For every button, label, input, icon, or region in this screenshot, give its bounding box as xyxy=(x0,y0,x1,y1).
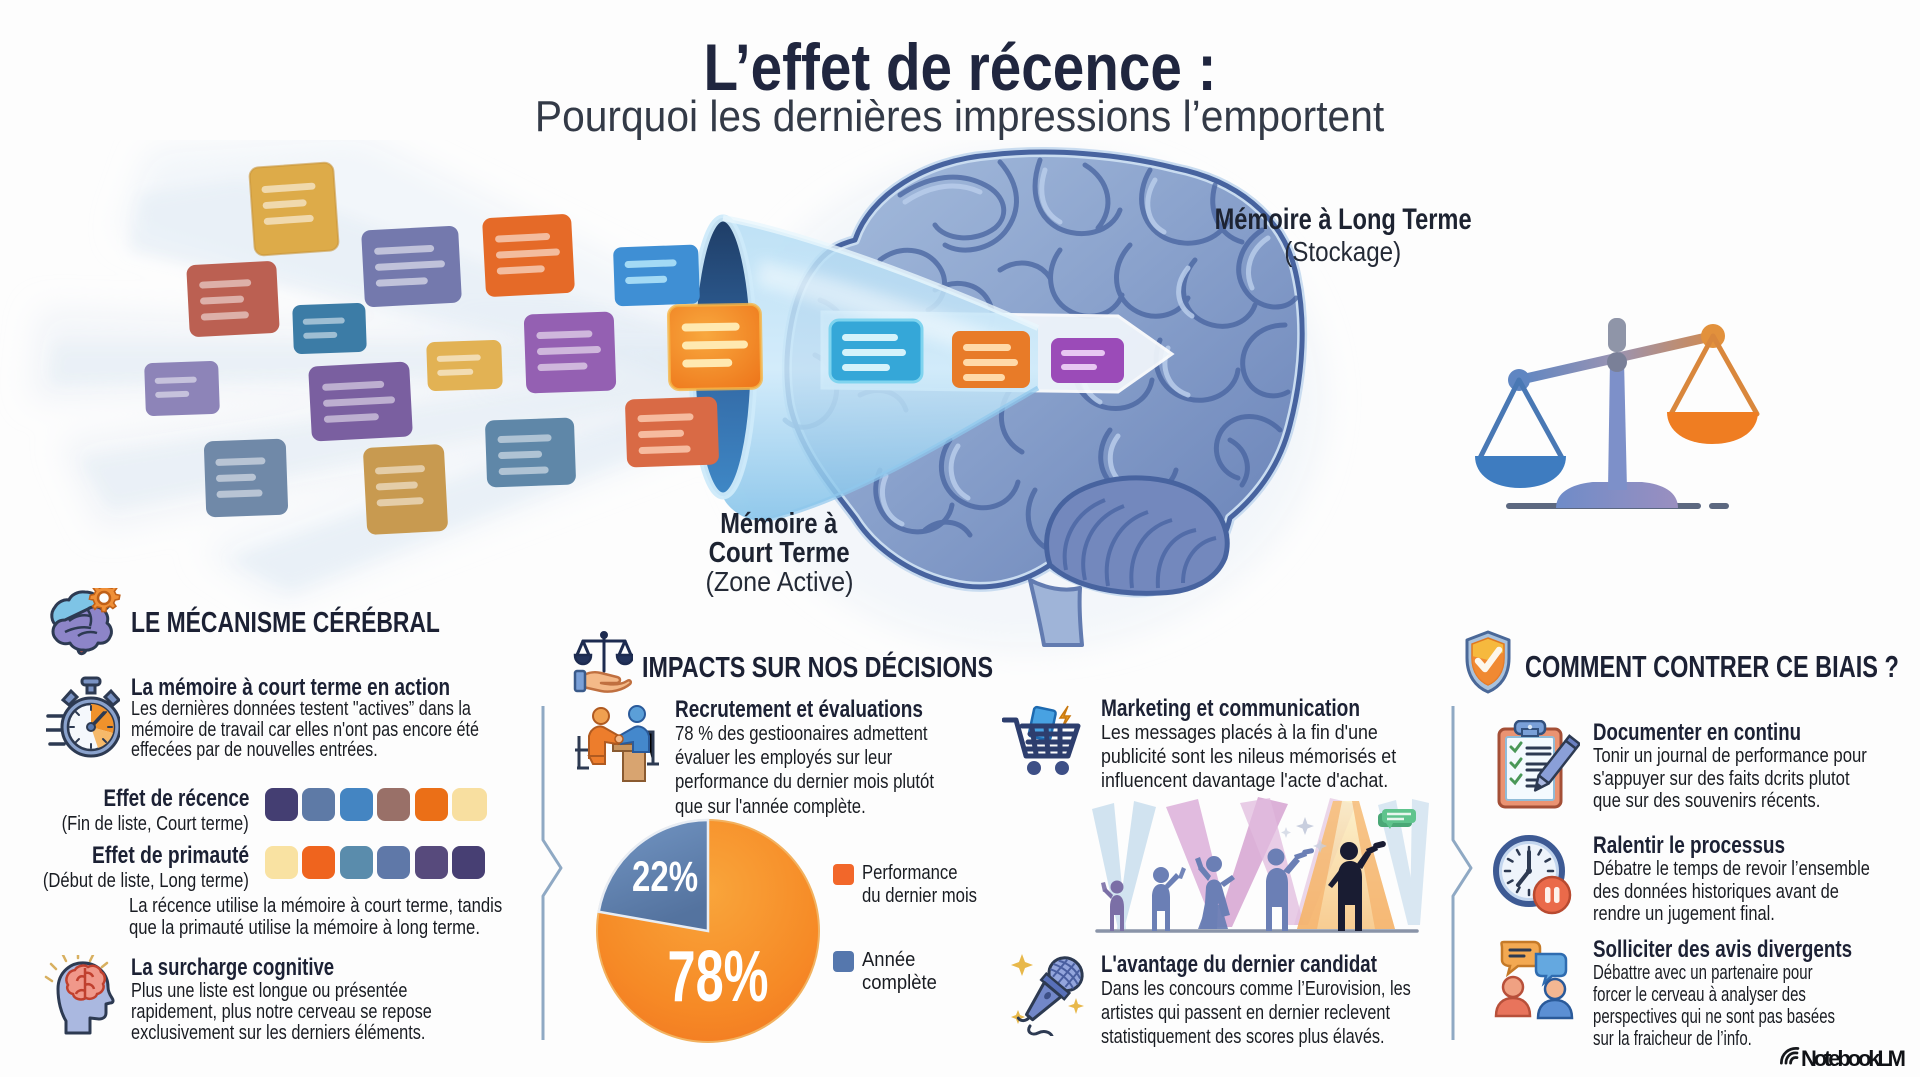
svg-text:NotebookLM: NotebookLM xyxy=(1801,1046,1906,1071)
